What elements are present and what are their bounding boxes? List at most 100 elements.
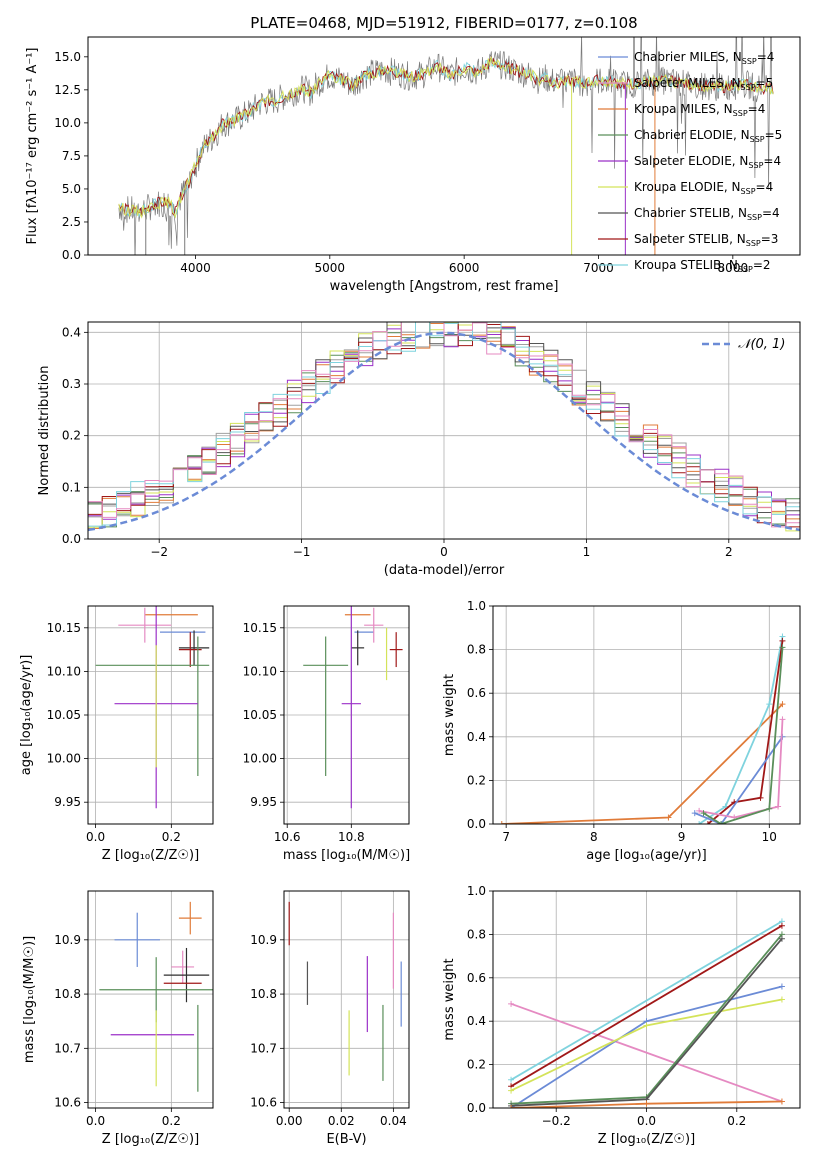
y-tick-label: 10.05 [47,708,81,722]
series-line [703,647,784,824]
legend-label: Kroupa ELODIE, NSSP=4 [634,180,773,196]
y-tick-label: 10.00 [47,752,81,766]
y-tick-label: 15.0 [54,50,81,64]
series-marker [757,794,764,801]
y-tick-label: 10.15 [243,621,277,635]
spectrum-plot-area [118,37,774,255]
axes-frame [492,605,801,825]
y-tick-label: 10.15 [47,621,81,635]
y-axis-label: Normed distribution [37,366,52,496]
x-tick-label: 0 [440,545,448,559]
x-tick-label: 7 [502,830,510,844]
x-tick-label: 0.2 [162,830,181,844]
y-tick-label: 0.8 [467,643,486,657]
y-tick-label: 0.0 [62,532,81,546]
age-vs-mass-panel: 10.6 10.8 9.95 10.00 10.05 10.10 10.15 mass [lo… [243,605,410,863]
residuals-panel: −2 −1 0 1 2 0.0 0.1 0.2 0.3 0.4 (data-model)/error… [37,321,801,578]
x-tick-label: 10 [762,830,777,844]
y-tick-label: 1.0 [467,599,486,613]
x-tick-label: 7000 [583,261,614,275]
x-axis-label: mass [log₁₀(M/M☉)] [283,848,410,863]
y-tick-label: 0.0 [62,248,81,262]
y-tick-label: 10.9 [250,933,277,947]
histogram-step [88,322,800,539]
series-marker [691,810,698,817]
mass-vs-ebv-panel: 0.00 0.02 0.04 10.6 10.7 10.8 10.9 E(B-V) [250,890,410,1147]
series-marker [775,803,782,810]
series-marker [778,983,785,990]
x-tick-label: 0.2 [162,1114,181,1128]
x-tick-label: −0.2 [542,1114,571,1128]
series-marker [643,1100,650,1107]
y-axis-label: mass weight [442,958,457,1040]
y-tick-label: 0.1 [62,480,81,494]
legend-label: Chabrier MILES, NSSP=4 [634,50,774,66]
x-tick-label: 0.0 [86,830,105,844]
series-marker [766,805,773,812]
y-tick-label: 10.6 [250,1096,277,1110]
y-tick-label: 10.7 [54,1041,81,1055]
y-tick-label: 0.6 [467,686,486,700]
series-line [698,636,784,824]
residuals-plot-area [88,322,800,539]
series-marker [665,814,672,821]
y-tick-label: 0.6 [467,971,486,985]
series-marker [779,716,786,723]
series-marker [779,701,786,708]
x-axis-label: Z [log₁₀(Z/Z☉)] [102,848,199,863]
series-line [501,703,784,824]
axes-frame [283,890,410,1109]
mass-weight-vs-Z-panel: −0.2 0.0 0.2 0.0 0.2 0.4 0.6 0.8 1.0 Z [log₁₀(Z/Z… [442,884,801,1147]
x-tick-label: 0.2 [727,1114,746,1128]
y-tick-label: 0.4 [467,730,486,744]
spectrum-model-line [118,56,774,219]
y-tick-label: 0.4 [467,1014,486,1028]
y-tick-label: 10.7 [250,1041,277,1055]
legend-label: Kroupa MILES, NSSP=4 [634,102,765,118]
axes-frame [283,605,410,825]
y-tick-label: 0.3 [62,377,81,391]
series-line [510,920,783,1081]
series-marker [778,1098,785,1105]
legend-label: Salpeter MILES, NSSP=5 [634,76,773,92]
y-tick-label: 10.0 [54,116,81,130]
y-tick-label: 1.0 [467,884,486,898]
mass-vs-Z-panel: 0.0 0.2 10.6 10.7 10.8 10.9 Z [log₁₀(Z/Z☉)] mas… [22,890,214,1147]
y-tick-label: 0.0 [467,817,486,831]
chart-title: PLATE=0468, MJD=51912, FIBERID=0177, z=0… [250,14,637,32]
x-axis-label: E(B-V) [326,1132,366,1147]
x-axis-label: Z [log₁₀(Z/Z☉)] [598,1132,695,1147]
x-tick-label: 8 [590,830,598,844]
series-marker [779,644,786,651]
x-tick-label: 5000 [315,261,346,275]
axes-frame [87,36,801,256]
y-tick-label: 0.2 [467,1058,486,1072]
series-marker [498,821,505,824]
y-tick-label: 12.5 [54,83,81,97]
series-marker [508,1076,515,1083]
legend-label: Kroupa STELIB, NSSP=2 [634,258,771,274]
x-tick-label: 0.04 [380,1114,407,1128]
x-tick-label: 6000 [449,261,480,275]
x-tick-label: 9 [678,830,686,844]
y-tick-label: 0.0 [467,1101,486,1115]
y-tick-label: 10.05 [243,708,277,722]
y-tick-label: 10.9 [54,933,81,947]
x-tick-label: 0.0 [86,1114,105,1128]
legend-label: 𝒩(0, 1) [738,337,785,352]
age-vs-Z-panel: 0.0 0.2 9.95 10.00 10.05 10.10 10.15 Z [log₁₀(Z… [19,605,214,863]
legend-label: Chabrier ELODIE, NSSP=5 [634,128,782,144]
y-tick-label: 0.8 [467,927,486,941]
series-marker [508,1000,515,1007]
histogram-step [88,322,800,539]
axes-frame [492,890,801,1109]
series-marker [700,810,707,817]
y-tick-label: 0.2 [62,429,81,443]
y-tick-label: 9.95 [250,795,277,809]
y-axis-label: age [log₁₀(age/yr)] [19,655,34,776]
mass-vs-Z-plot-area [99,901,213,1092]
x-axis-label: wavelength [Angstrom, rest frame] [330,279,559,294]
y-tick-label: 10.00 [243,752,277,766]
series-marker [718,821,725,824]
